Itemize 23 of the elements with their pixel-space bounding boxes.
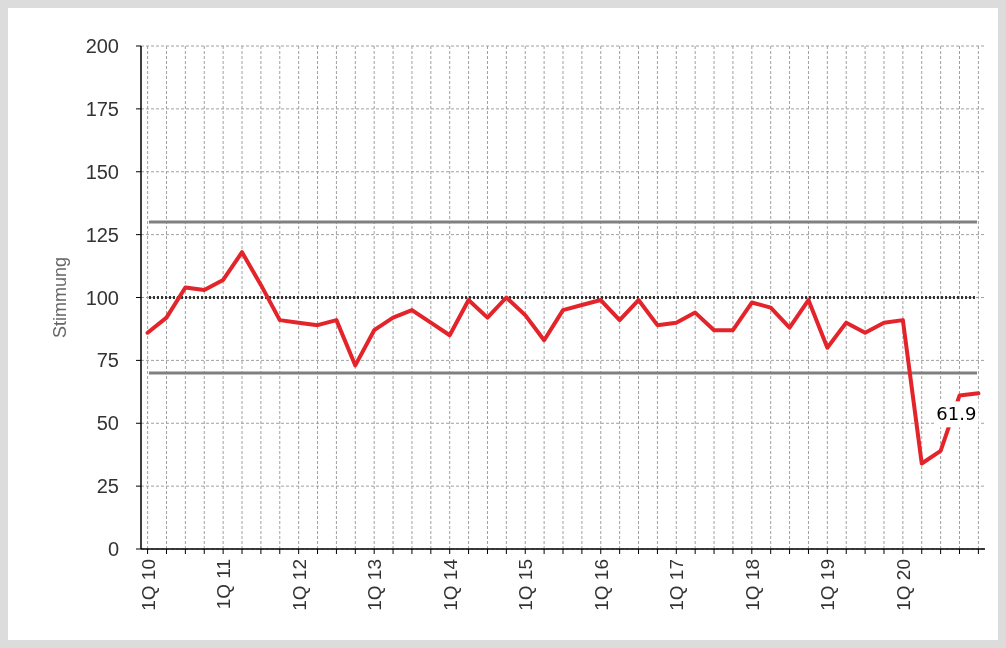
x-tick-label: 1Q 18	[741, 559, 763, 611]
x-tick-label: 1Q 19	[817, 559, 839, 611]
x-tick-label: 1Q 13	[364, 559, 386, 611]
x-tick-label: 1Q 11	[213, 559, 235, 610]
y-tick-label: 0	[107, 538, 119, 560]
x-tick-label: 1Q 12	[288, 559, 310, 611]
y-axis-title: Stimmung	[50, 256, 70, 339]
x-tick-label: 1Q 10	[137, 559, 159, 611]
line-series	[145, 250, 981, 466]
x-tick-label: 1Q 17	[666, 559, 688, 611]
x-tick-label: 1Q 20	[892, 559, 914, 611]
y-tick-label: 25	[96, 475, 119, 498]
x-tick-label: 1Q 15	[515, 559, 537, 611]
y-tick-label: 100	[85, 286, 119, 309]
y-tick-label: 150	[85, 160, 119, 183]
y-tick-label: 175	[85, 97, 119, 120]
y-tick-label: 75	[96, 349, 119, 372]
x-tick-label: 1Q 14	[439, 558, 461, 611]
y-tick-label: 125	[85, 223, 119, 246]
data-label: 61.9	[936, 403, 977, 425]
x-tick-label: 1Q 16	[590, 559, 612, 611]
y-tick-label: 200	[85, 35, 119, 57]
y-tick-label: 50	[96, 412, 119, 435]
